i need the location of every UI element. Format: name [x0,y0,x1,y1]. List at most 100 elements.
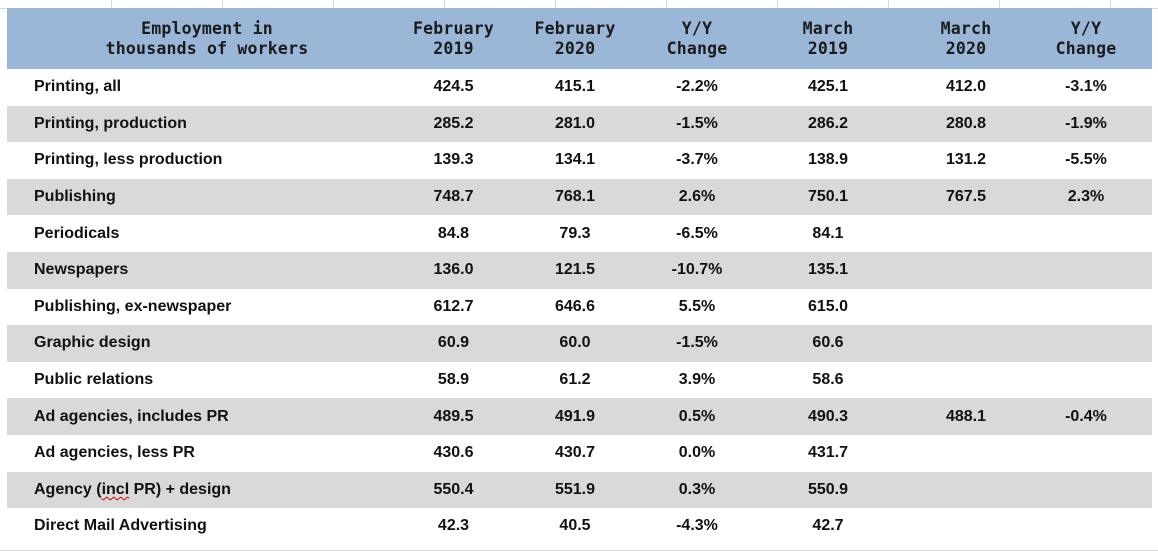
row-label[interactable]: Printing, all [7,69,407,106]
cell-mar-yy-change[interactable] [1020,508,1152,545]
header-feb-2020: February 2020 [534,18,616,58]
cell-feb-2020[interactable]: 134.1 [554,151,596,169]
cell-feb-2019[interactable]: 489.5 [433,407,474,425]
table-row: Periodicals 84.8 79.3 -6.5% 84.1 [7,215,1152,252]
cell-feb-2019[interactable]: 612.7 [433,297,474,315]
table-row: Newspapers 136.0 121.5 -10.7% 135.1 [7,251,1152,289]
row-label[interactable]: Newspapers [7,252,407,289]
cell-mar-2020[interactable]: 412.0 [945,78,987,96]
cell-mar-2019[interactable]: 135.1 [807,261,849,279]
cell-feb-yy-change[interactable]: -10.7% [671,261,723,279]
cell-feb-2020[interactable]: 430.7 [554,444,596,462]
cell-feb-2019[interactable]: 42.3 [437,517,470,535]
row-label[interactable]: Public relations [7,362,407,399]
cell-feb-2019[interactable]: 58.9 [437,371,470,389]
row-label[interactable]: Ad agencies, includes PR [7,398,407,435]
cell-mar-2020[interactable] [912,472,1020,509]
row-label[interactable]: Direct Mail Advertising [7,508,407,545]
cell-feb-2020[interactable]: 61.2 [559,371,591,389]
cell-mar-yy-change[interactable]: -0.4% [1065,407,1107,425]
cell-mar-2020[interactable]: 131.2 [945,151,987,169]
cell-feb-yy-change[interactable]: 0.0% [678,444,716,462]
table-row: Graphic design 60.9 60.0 -1.5% 60.6 [7,325,1152,362]
cell-mar-2020[interactable] [912,325,1020,362]
cell-feb-yy-change[interactable]: 0.5% [678,407,716,425]
cell-feb-2019[interactable]: 285.2 [433,114,474,132]
cell-mar-2019[interactable]: 84.1 [812,224,844,242]
cell-mar-2019[interactable]: 425.1 [807,78,849,96]
cell-mar-2020[interactable]: 280.8 [945,114,987,132]
row-label[interactable]: Graphic design [7,325,407,362]
cell-mar-yy-change[interactable] [1020,362,1152,399]
header-mar-2019: March 2019 [802,18,854,58]
cell-mar-2019[interactable]: 60.6 [812,334,844,352]
cell-feb-yy-change[interactable]: -6.5% [676,224,718,242]
row-label[interactable]: Agency (incl PR) + design [7,472,407,509]
cell-feb-2019[interactable]: 84.8 [437,224,470,242]
cell-mar-2020[interactable] [912,508,1020,545]
cell-mar-2019[interactable]: 42.7 [812,517,844,535]
cell-feb-yy-change[interactable]: -3.7% [676,151,718,169]
cell-mar-yy-change[interactable]: -3.1% [1065,78,1107,96]
cell-mar-2020[interactable] [912,435,1020,472]
cell-feb-2020[interactable]: 40.5 [559,517,591,535]
cell-feb-2020[interactable]: 281.0 [554,114,596,132]
cell-feb-2020[interactable]: 491.9 [554,407,596,425]
cell-feb-2020[interactable]: 121.5 [554,261,596,279]
cell-mar-2019[interactable]: 138.9 [807,151,849,169]
row-label[interactable]: Periodicals [7,215,407,252]
cell-mar-2019[interactable]: 615.0 [807,297,849,315]
cell-mar-2020[interactable] [912,215,1020,252]
cell-mar-yy-change[interactable]: -5.5% [1065,151,1107,169]
cell-feb-yy-change[interactable]: -1.5% [676,334,718,352]
cell-feb-yy-change[interactable]: -4.3% [676,517,718,535]
cell-mar-2019[interactable]: 550.9 [807,480,849,498]
cell-mar-2019[interactable]: 750.1 [807,188,849,206]
cell-mar-yy-change[interactable] [1020,435,1152,472]
cell-feb-2020[interactable]: 768.1 [554,188,596,206]
cell-feb-2020[interactable]: 60.0 [559,334,591,352]
cell-feb-2020[interactable]: 646.6 [554,297,596,315]
table-row: Ad agencies, includes PR 489.5 491.9 0.5% 49… [7,398,1152,435]
row-label[interactable]: Ad agencies, less PR [7,435,407,472]
cell-mar-2020[interactable]: 488.1 [945,407,987,425]
cell-feb-2019[interactable]: 139.3 [433,151,474,169]
cell-feb-2019[interactable]: 550.4 [433,480,474,498]
cell-mar-2020[interactable] [912,289,1020,326]
cell-mar-2020[interactable] [912,252,1020,289]
row-label[interactable]: Publishing [7,179,407,216]
cell-mar-yy-change[interactable]: 2.3% [1067,188,1105,206]
cell-mar-yy-change[interactable] [1020,215,1152,252]
cell-feb-yy-change[interactable]: 0.3% [678,480,716,498]
cell-mar-yy-change[interactable]: -1.9% [1065,114,1107,132]
cell-mar-2020[interactable]: 767.5 [945,188,987,206]
cell-mar-2019[interactable]: 431.7 [807,444,849,462]
cell-feb-2020[interactable]: 551.9 [554,480,596,498]
cell-mar-yy-change[interactable] [1020,325,1152,362]
cell-mar-yy-change[interactable] [1020,289,1152,326]
cell-feb-2019[interactable]: 748.7 [433,188,474,206]
cell-feb-yy-change[interactable]: -1.5% [676,114,718,132]
cell-mar-yy-change[interactable] [1020,252,1152,289]
row-label-text: Publishing, ex-newspaper [34,297,232,315]
cell-mar-2019[interactable]: 58.6 [812,371,844,389]
cell-feb-yy-change[interactable]: -2.2% [676,78,718,96]
cell-feb-2020[interactable]: 415.1 [554,78,596,96]
cell-feb-2019[interactable]: 136.0 [433,261,474,279]
cell-mar-2019[interactable]: 286.2 [807,114,849,132]
cell-feb-2019[interactable]: 430.6 [433,444,474,462]
cell-feb-yy-change[interactable]: 2.6% [678,188,716,206]
cell-mar-2019[interactable]: 490.3 [807,407,849,425]
table-body: Printing, all 424.5 415.1 -2.2% 425.1 412.0 -3… [7,69,1152,545]
cell-feb-yy-change[interactable]: 3.9% [678,371,716,389]
cell-feb-2019[interactable]: 60.9 [437,334,470,352]
row-label[interactable]: Printing, production [7,106,407,143]
cell-feb-2020[interactable]: 79.3 [559,224,591,242]
cell-feb-2019[interactable]: 424.5 [433,78,474,96]
table-row: Ad agencies, less PR 430.6 430.7 0.0% 431.7 [7,435,1152,472]
row-label[interactable]: Publishing, ex-newspaper [7,289,407,326]
cell-feb-yy-change[interactable]: 5.5% [678,297,716,315]
cell-mar-2020[interactable] [912,362,1020,399]
row-label[interactable]: Printing, less production [7,142,407,179]
cell-mar-yy-change[interactable] [1020,472,1152,509]
